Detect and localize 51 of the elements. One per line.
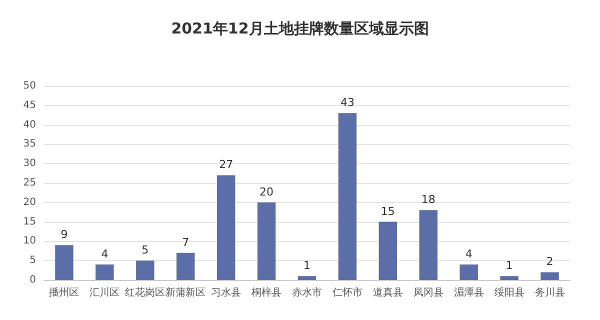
x-tick-label: 绥阳县 <box>494 286 524 298</box>
bar <box>96 264 114 280</box>
data-label: 27 <box>219 158 234 172</box>
data-label: 4 <box>465 247 472 260</box>
bar <box>419 210 438 280</box>
bar <box>540 272 559 280</box>
y-tick-label: 25 <box>23 178 36 188</box>
x-tick-label: 新蒲新区 <box>166 286 206 298</box>
x-tick-label: 播州区 <box>49 286 80 298</box>
data-label: 7 <box>182 236 190 249</box>
bar <box>500 276 518 280</box>
bar <box>338 113 357 280</box>
data-label: 1 <box>304 259 310 272</box>
y-tick-label: 0 <box>30 274 36 286</box>
data-label: 9 <box>60 228 68 242</box>
bar <box>136 260 154 280</box>
bar <box>460 264 478 280</box>
data-label: 18 <box>421 193 436 206</box>
x-tick-label: 湄潭县 <box>454 286 484 298</box>
x-tick-label: 红花岗区 <box>125 286 166 298</box>
y-tick-label: 20 <box>23 196 36 208</box>
bar <box>55 245 74 280</box>
data-label: 4 <box>101 247 108 260</box>
y-tick-label: 45 <box>23 100 36 111</box>
bar <box>216 175 236 280</box>
data-label: 43 <box>340 96 354 110</box>
x-tick-label: 务川县 <box>534 286 565 298</box>
bar <box>378 222 398 280</box>
x-tick-label: 习水县 <box>211 286 242 298</box>
bar <box>298 276 316 280</box>
data-label: 20 <box>260 185 274 198</box>
y-tick-label: 10 <box>23 236 36 247</box>
data-label: 1 <box>506 259 513 272</box>
x-tick-label: 桐梓县 <box>250 286 282 298</box>
y-tick-label: 5 <box>30 255 36 266</box>
x-tick-label: 赤水市 <box>292 286 322 298</box>
data-label: 5 <box>142 244 149 257</box>
x-tick-label: 凤冈县 <box>413 288 444 298</box>
y-tick-label: 40 <box>23 119 36 130</box>
chart-title: 2021年12月土地挂牌数量区域显示图 <box>171 20 429 38</box>
x-tick-label: 道真县 <box>372 286 403 298</box>
bar <box>257 202 276 280</box>
data-label: 2 <box>546 255 554 268</box>
x-tick-label: 汇川区 <box>90 286 120 298</box>
y-tick-label: 30 <box>23 158 36 170</box>
data-label: 15 <box>380 204 395 218</box>
bar <box>176 252 195 280</box>
y-tick-label: 50 <box>23 80 36 92</box>
x-tick-label: 仁怀市 <box>332 286 362 298</box>
y-tick-label: 35 <box>23 138 36 150</box>
y-tick-label: 15 <box>23 216 36 228</box>
